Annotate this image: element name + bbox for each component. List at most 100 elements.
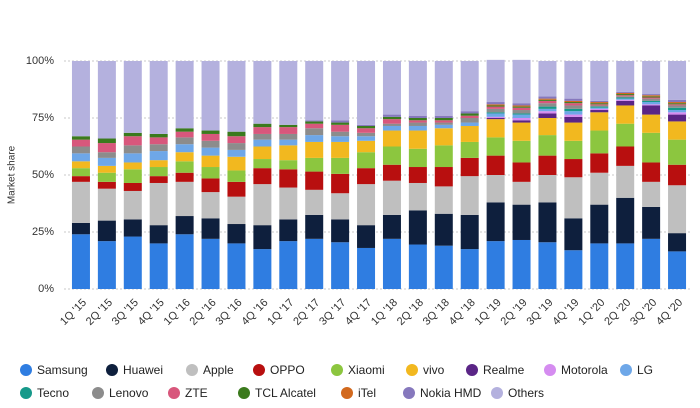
bar-segment <box>408 130 427 149</box>
bar-segment <box>382 114 401 117</box>
bar-segment <box>201 218 220 239</box>
bar-segment <box>642 238 661 289</box>
bar-segment <box>512 105 531 107</box>
bar-segment <box>590 106 609 108</box>
bar-segment <box>357 124 376 126</box>
x-tick-label: 2Q '15 <box>84 297 115 328</box>
bar-segment <box>305 120 324 122</box>
bar-segment <box>460 214 479 250</box>
bar-segment <box>382 61 401 115</box>
bar-segment <box>590 110 609 113</box>
bar-segment <box>305 123 324 129</box>
bar-segment <box>564 177 583 219</box>
bar-segment <box>486 106 505 109</box>
legend-label: Xiaomi <box>348 363 385 377</box>
bar-segment <box>175 172 194 182</box>
bar-segment <box>305 135 324 142</box>
bar-segment <box>642 96 661 98</box>
bar-segment <box>149 225 168 244</box>
bar-segment <box>123 61 142 133</box>
bar-segment <box>149 151 168 161</box>
bar-segment <box>382 123 401 126</box>
bar-segment <box>642 61 661 95</box>
bar-segment <box>71 234 90 289</box>
bar-segment <box>486 241 505 289</box>
bar-segment <box>434 128 453 146</box>
bar-segment <box>668 105 687 108</box>
legend-label: Realme <box>483 363 525 377</box>
legend-label: Samsung <box>37 363 88 377</box>
bar-segment <box>175 216 194 235</box>
bar-segment <box>486 119 505 138</box>
bar-segment <box>71 176 90 182</box>
x-tick-label: 4Q '18 <box>447 297 478 328</box>
bar-segment <box>175 61 194 129</box>
bar-segment <box>616 243 635 289</box>
bar-segment <box>512 122 531 141</box>
bar-segment <box>642 94 661 96</box>
bar-segment <box>227 243 246 289</box>
y-tick-label: 25% <box>32 226 54 238</box>
bar-segment <box>279 241 298 289</box>
bar-segment <box>564 61 583 99</box>
bar-segment <box>590 204 609 244</box>
bar-segment <box>382 130 401 147</box>
x-tick-label: 3Q '16 <box>213 297 244 328</box>
bar-segment <box>538 175 557 203</box>
bar-segment <box>538 113 557 118</box>
bar-segment <box>616 96 635 98</box>
bar-segment <box>642 206 661 239</box>
bar-segment <box>71 139 90 147</box>
legend-marker <box>341 387 353 399</box>
bar-segment <box>253 146 272 160</box>
legend-label: Huawei <box>123 363 163 377</box>
bar-segment <box>512 103 531 106</box>
bar-segment <box>564 103 583 106</box>
bar-segment <box>512 239 531 289</box>
bar-segment <box>538 98 557 100</box>
y-tick-label: 75% <box>32 112 54 124</box>
bar-segment <box>486 104 505 106</box>
bar-segment <box>201 61 220 131</box>
bar-segment <box>227 224 246 244</box>
bar-segment <box>279 124 298 128</box>
bar-segment <box>305 128 324 136</box>
x-tick-label: 2Q '17 <box>291 297 322 328</box>
bar-segment <box>616 61 635 92</box>
bar-segment <box>357 168 376 185</box>
legend-label: Lenovo <box>109 386 149 400</box>
bar-segment <box>668 112 687 115</box>
legend-marker <box>238 387 250 399</box>
bar-segment <box>564 102 583 104</box>
bar-segment <box>253 225 272 250</box>
bar-segment <box>201 178 220 193</box>
bar-segment <box>201 140 220 148</box>
bar-segment <box>668 61 687 100</box>
bar-segment <box>408 115 427 118</box>
bar-segment <box>564 111 583 115</box>
bar-segment <box>642 132 661 163</box>
bar-segment <box>642 102 661 105</box>
bar-segment <box>538 111 557 114</box>
x-tick-label: 1Q '19 <box>473 297 504 328</box>
bar-segment <box>382 180 401 215</box>
legend-label: Motorola <box>561 363 608 377</box>
bar-segment <box>616 165 635 198</box>
bar-segment <box>253 139 272 147</box>
bar-segment <box>434 245 453 289</box>
bar-segment <box>460 61 479 112</box>
bar-segment <box>357 61 376 125</box>
bar-segment <box>253 133 272 140</box>
bar-segment <box>642 97 661 99</box>
bar-segment <box>564 108 583 112</box>
bar-segment <box>512 106 531 108</box>
bar-segment <box>460 141 479 158</box>
legend-marker <box>491 387 503 399</box>
bar-segment <box>201 192 220 219</box>
legend-marker <box>253 364 265 376</box>
bar-segment <box>590 130 609 154</box>
x-tick-label: 4Q '16 <box>239 297 270 328</box>
bar-segment <box>97 157 116 166</box>
bar-segment <box>616 100 635 106</box>
